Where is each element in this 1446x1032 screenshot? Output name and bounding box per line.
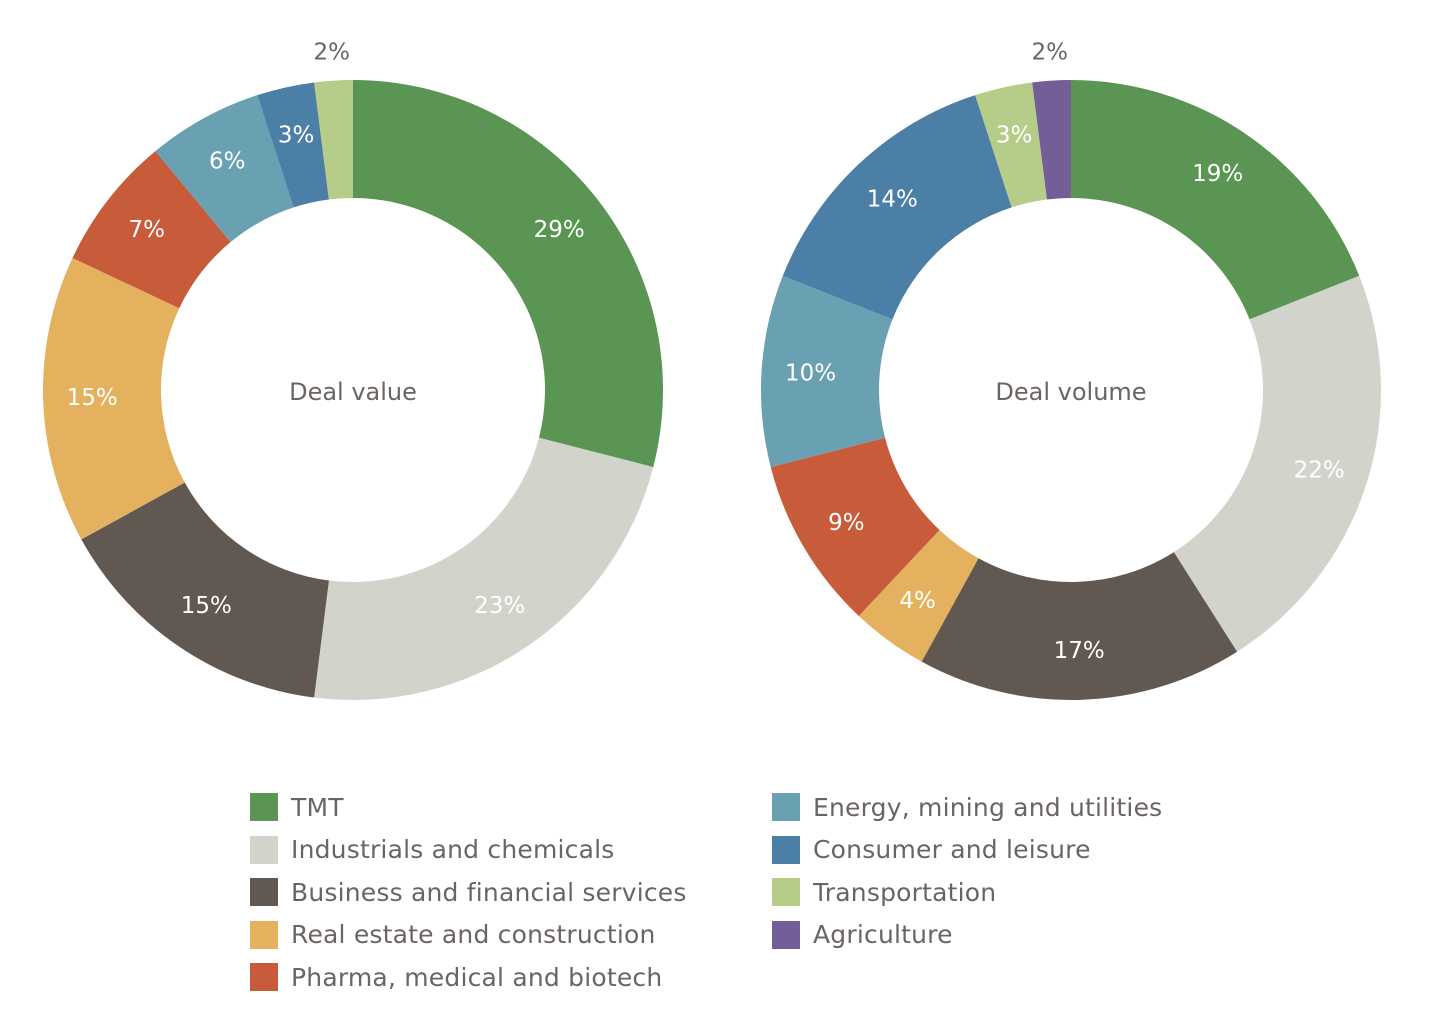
legend-swatch <box>250 878 278 907</box>
slice-real-estate-and-construction <box>858 529 979 662</box>
slice-label-pharma-medical-and-biotech: 7% <box>129 217 166 243</box>
legend-swatch <box>250 793 278 822</box>
slice-industrials-and-chemicals <box>314 437 654 700</box>
legend-label: TMT <box>291 792 344 822</box>
legend-item-consumer-and-leisure: Consumer and leisure <box>772 829 1162 872</box>
slice-label-industrials-and-chemicals: 23% <box>474 593 525 619</box>
slice-real-estate-and-construction <box>43 258 185 540</box>
slice-label-industrials-and-chemicals: 22% <box>1294 458 1345 484</box>
center-label: Deal value <box>289 378 417 406</box>
legend-item-industrials-and-chemicals: Industrials and chemicals <box>250 829 687 872</box>
slice-label-energy-mining-and-utilities: 6% <box>209 148 246 174</box>
legend-right-column: Energy, mining and utilities Consumer and… <box>772 786 1162 956</box>
legend-label: Business and financial services <box>291 877 687 907</box>
slice-agriculture <box>1032 80 1071 200</box>
legend-item-business-and-financial-services: Business and financial services <box>250 871 687 914</box>
slice-label-tmt: 29% <box>534 217 585 243</box>
slice-label-consumer-and-leisure: 14% <box>867 187 918 213</box>
slice-transportation <box>975 82 1047 208</box>
deal-value-donut: 29% 23% 15% 15% 7% 6% 3% 2% Deal value <box>43 40 664 700</box>
slice-label-real-estate-and-construction: 15% <box>67 385 118 411</box>
legend-label: Agriculture <box>813 920 953 950</box>
slice-label-consumer-and-leisure: 3% <box>278 122 315 148</box>
slice-energy-mining-and-utilities <box>155 95 294 243</box>
slice-label-business-and-financial-services: 17% <box>1054 638 1105 664</box>
legend-item-energy-mining-and-utilities: Energy, mining and utilities <box>772 786 1162 829</box>
legend-label: Industrials and chemicals <box>291 835 615 865</box>
slice-label-tmt: 19% <box>1192 161 1243 187</box>
slice-tmt <box>1071 80 1360 320</box>
legend-swatch <box>250 963 278 992</box>
legend-label: Consumer and leisure <box>813 835 1091 865</box>
legend-label: Pharma, medical and biotech <box>291 962 663 992</box>
legend-item-agriculture: Agriculture <box>772 914 1162 957</box>
legend-label: Energy, mining and utilities <box>813 792 1163 822</box>
charts-canvas: 29% 23% 15% 15% 7% 6% 3% 2% Deal value 19% 22% 17% 4… <box>43 40 1381 700</box>
slice-label-agriculture: 2% <box>1032 40 1069 66</box>
slice-label-transportation: 2% <box>314 40 351 66</box>
slice-label-pharma-medical-and-biotech: 9% <box>828 510 865 536</box>
slice-pharma-medical-and-biotech <box>72 151 231 309</box>
slice-industrials-and-chemicals <box>1173 275 1381 652</box>
legend-swatch <box>772 793 800 822</box>
slice-consumer-and-leisure <box>782 95 1012 320</box>
legend-swatch <box>250 920 278 949</box>
legend-label: Transportation <box>813 877 997 907</box>
slice-energy-mining-and-utilities <box>761 275 893 468</box>
legend-item-tmt: TMT <box>250 786 687 829</box>
slice-transportation <box>314 80 353 200</box>
legend-swatch <box>772 878 800 907</box>
slice-tmt <box>353 80 664 468</box>
legend-left-column: TMT Industrials and chemicals Business and… <box>250 786 687 999</box>
slice-business-and-financial-services <box>81 482 329 698</box>
deal-volume-donut: 19% 22% 17% 4% 9% 10% 14% 3% 2% Deal volume <box>761 40 1381 700</box>
slice-pharma-medical-and-biotech <box>770 437 940 616</box>
slice-consumer-and-leisure <box>257 82 329 208</box>
legend-swatch <box>250 835 278 864</box>
slice-label-business-and-financial-services: 15% <box>181 593 232 619</box>
legend-item-pharma-medical-and-biotech: Pharma, medical and biotech <box>250 956 687 999</box>
slice-label-real-estate-and-construction: 4% <box>899 588 936 614</box>
center-label: Deal volume <box>995 378 1146 406</box>
legend-item-real-estate-and-construction: Real estate and construction <box>250 914 687 957</box>
legend-swatch <box>772 920 800 949</box>
legend-label: Real estate and construction <box>291 920 656 950</box>
slice-business-and-financial-services <box>921 552 1238 700</box>
legend-item-transportation: Transportation <box>772 871 1162 914</box>
legend-swatch <box>772 835 800 864</box>
slice-label-transportation: 3% <box>996 122 1033 148</box>
slice-label-energy-mining-and-utilities: 10% <box>785 361 836 387</box>
